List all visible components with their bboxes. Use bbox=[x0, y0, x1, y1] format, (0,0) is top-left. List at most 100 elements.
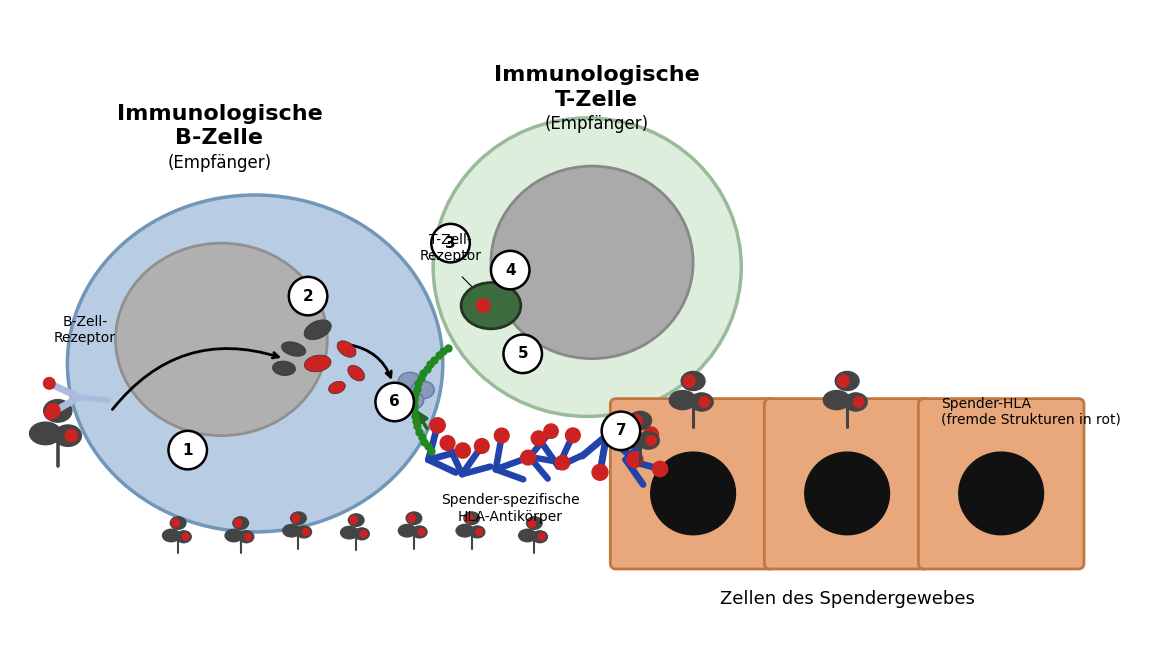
FancyBboxPatch shape bbox=[918, 399, 1084, 569]
Ellipse shape bbox=[470, 526, 485, 538]
Ellipse shape bbox=[407, 512, 422, 524]
Ellipse shape bbox=[844, 393, 867, 411]
Ellipse shape bbox=[544, 424, 559, 438]
Ellipse shape bbox=[348, 514, 364, 526]
Ellipse shape bbox=[532, 531, 547, 542]
Circle shape bbox=[601, 411, 641, 450]
Text: Spender-spezifische
HLA-Antikörper: Spender-spezifische HLA-Antikörper bbox=[441, 493, 579, 524]
Ellipse shape bbox=[652, 461, 668, 476]
Ellipse shape bbox=[683, 375, 695, 388]
Ellipse shape bbox=[408, 514, 415, 522]
Ellipse shape bbox=[637, 432, 659, 449]
Ellipse shape bbox=[44, 378, 55, 389]
Text: 3: 3 bbox=[445, 236, 456, 251]
Text: (Empfänger): (Empfänger) bbox=[167, 154, 272, 172]
Ellipse shape bbox=[456, 524, 473, 537]
Ellipse shape bbox=[643, 427, 659, 442]
Ellipse shape bbox=[521, 450, 536, 465]
Ellipse shape bbox=[30, 422, 61, 445]
Ellipse shape bbox=[115, 243, 327, 435]
Ellipse shape bbox=[617, 430, 643, 448]
Ellipse shape bbox=[281, 341, 305, 356]
Ellipse shape bbox=[303, 529, 310, 535]
Ellipse shape bbox=[958, 452, 1044, 535]
Ellipse shape bbox=[172, 519, 180, 527]
Text: Spender-HLA
(fremde Strukturen in rot): Spender-HLA (fremde Strukturen in rot) bbox=[941, 397, 1121, 426]
FancyBboxPatch shape bbox=[765, 399, 930, 569]
Text: 4: 4 bbox=[505, 262, 516, 277]
Ellipse shape bbox=[54, 425, 82, 446]
Ellipse shape bbox=[170, 517, 185, 529]
Ellipse shape bbox=[528, 519, 536, 527]
Ellipse shape bbox=[555, 456, 570, 470]
Ellipse shape bbox=[341, 526, 358, 539]
Ellipse shape bbox=[465, 514, 473, 522]
Ellipse shape bbox=[401, 391, 424, 410]
Ellipse shape bbox=[690, 393, 713, 411]
Text: 1: 1 bbox=[182, 443, 194, 457]
Circle shape bbox=[289, 277, 327, 316]
Ellipse shape bbox=[233, 517, 249, 529]
Ellipse shape bbox=[631, 415, 642, 426]
Ellipse shape bbox=[538, 533, 545, 540]
Ellipse shape bbox=[361, 531, 367, 537]
Ellipse shape bbox=[651, 452, 735, 535]
Ellipse shape bbox=[824, 391, 850, 410]
Ellipse shape bbox=[176, 531, 191, 542]
Ellipse shape bbox=[225, 529, 243, 542]
Ellipse shape bbox=[44, 400, 71, 422]
Ellipse shape bbox=[293, 514, 300, 522]
Ellipse shape bbox=[238, 531, 253, 542]
Circle shape bbox=[376, 383, 414, 421]
Text: (Empfänger): (Empfänger) bbox=[545, 115, 649, 133]
Ellipse shape bbox=[273, 361, 296, 376]
Text: 7: 7 bbox=[615, 423, 627, 438]
Ellipse shape bbox=[234, 519, 242, 527]
Ellipse shape bbox=[290, 512, 306, 524]
Ellipse shape bbox=[350, 516, 357, 524]
Ellipse shape bbox=[304, 320, 332, 340]
Ellipse shape bbox=[854, 397, 864, 407]
Ellipse shape bbox=[646, 435, 657, 445]
Ellipse shape bbox=[805, 452, 889, 535]
Ellipse shape bbox=[494, 428, 509, 443]
Ellipse shape bbox=[338, 341, 356, 357]
Text: 5: 5 bbox=[517, 346, 528, 362]
Ellipse shape bbox=[328, 382, 346, 394]
Ellipse shape bbox=[491, 166, 694, 358]
Ellipse shape bbox=[412, 526, 427, 538]
Ellipse shape bbox=[388, 383, 411, 401]
Ellipse shape bbox=[45, 408, 56, 419]
Ellipse shape bbox=[681, 371, 705, 391]
Ellipse shape bbox=[418, 529, 425, 535]
Ellipse shape bbox=[476, 529, 483, 535]
Ellipse shape bbox=[518, 529, 536, 542]
Circle shape bbox=[431, 224, 470, 262]
Ellipse shape bbox=[399, 524, 416, 537]
Ellipse shape bbox=[244, 533, 251, 540]
Circle shape bbox=[491, 251, 530, 290]
Ellipse shape bbox=[838, 375, 849, 388]
Text: B-Zell-
Rezeptor: B-Zell- Rezeptor bbox=[54, 315, 115, 345]
Ellipse shape bbox=[46, 404, 60, 418]
Text: 6: 6 bbox=[389, 395, 400, 410]
Ellipse shape bbox=[526, 517, 543, 529]
Ellipse shape bbox=[399, 373, 422, 390]
Ellipse shape bbox=[477, 299, 490, 312]
Ellipse shape bbox=[182, 533, 189, 540]
Circle shape bbox=[168, 431, 207, 469]
Ellipse shape bbox=[835, 371, 859, 391]
Text: Zellen des Spendergewebes: Zellen des Spendergewebes bbox=[720, 590, 975, 608]
Ellipse shape bbox=[296, 526, 311, 538]
Ellipse shape bbox=[464, 512, 479, 524]
Circle shape bbox=[503, 334, 541, 373]
Text: 2: 2 bbox=[303, 288, 313, 303]
Ellipse shape bbox=[699, 397, 710, 407]
Ellipse shape bbox=[348, 365, 364, 381]
FancyBboxPatch shape bbox=[611, 399, 776, 569]
Ellipse shape bbox=[355, 528, 370, 540]
Ellipse shape bbox=[65, 430, 77, 442]
Text: Immunologische
B-Zelle: Immunologische B-Zelle bbox=[116, 104, 323, 148]
Ellipse shape bbox=[531, 431, 546, 446]
Ellipse shape bbox=[461, 283, 521, 329]
